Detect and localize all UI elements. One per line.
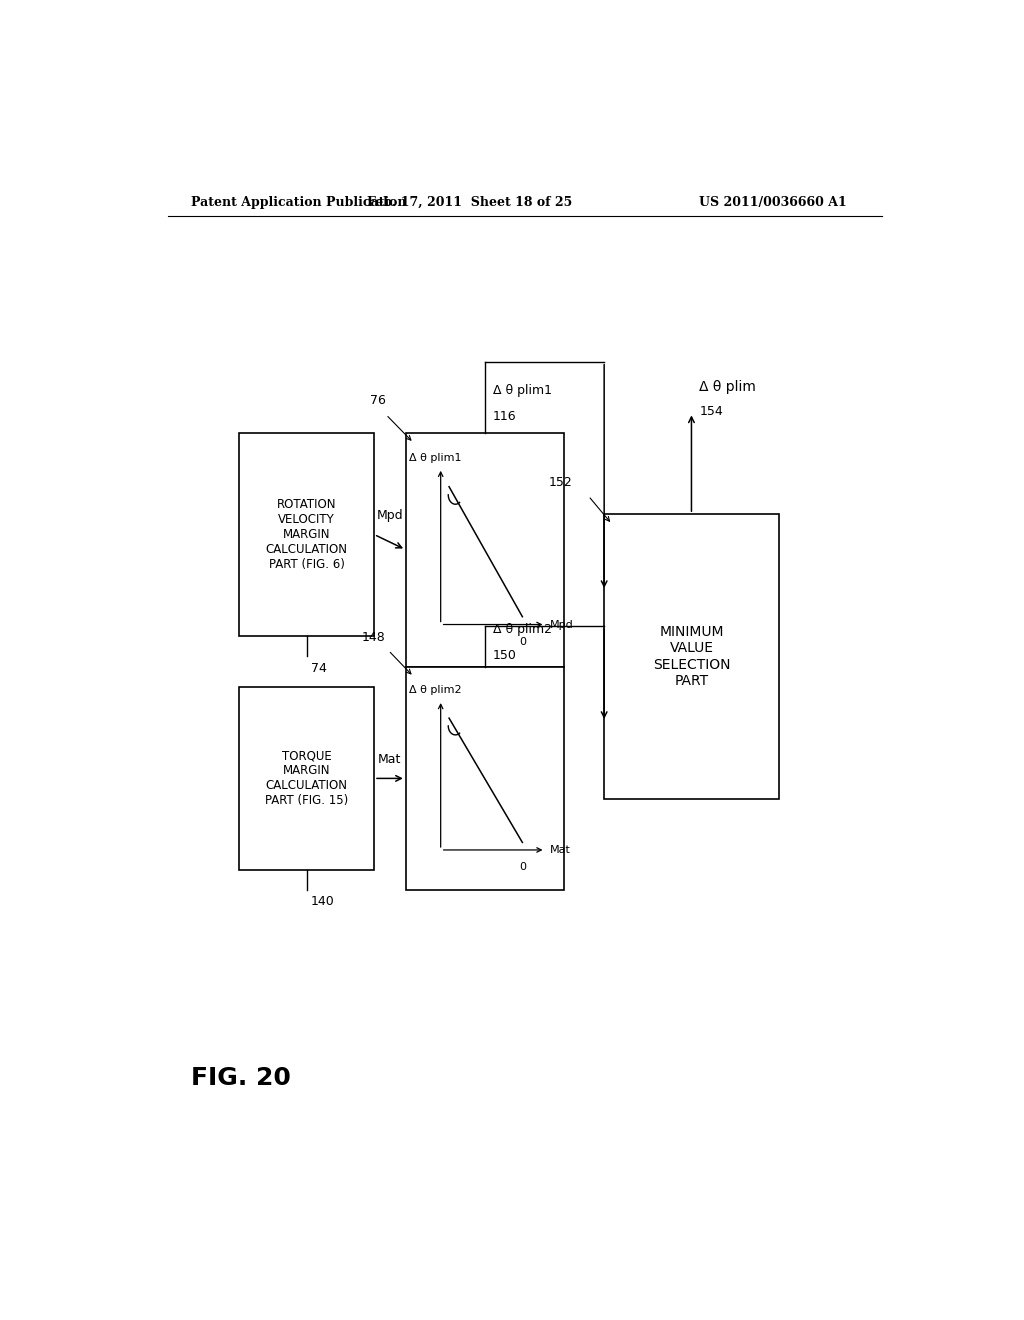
Bar [604,515,778,799]
Text: ROTATION
VELOCITY
MARGIN
CALCULATION
PART (FIG. 6): ROTATION VELOCITY MARGIN CALCULATION PAR… [265,498,347,572]
Text: Patent Application Publication: Patent Application Publication [191,195,407,209]
Text: US 2011/0036660 A1: US 2011/0036660 A1 [699,195,847,209]
Text: FIG. 20: FIG. 20 [191,1067,292,1090]
Text: Δ θ plim1: Δ θ plim1 [494,384,552,397]
Bar [406,433,564,667]
Text: MINIMUM
VALUE
SELECTION
PART: MINIMUM VALUE SELECTION PART [652,626,730,688]
Text: Mpd: Mpd [377,510,403,523]
Text: 76: 76 [370,395,386,408]
Bar [240,686,374,870]
Text: 152: 152 [549,475,572,488]
Text: 140: 140 [310,895,334,908]
Text: 74: 74 [310,661,327,675]
Bar [240,433,374,636]
Text: 0: 0 [519,636,526,647]
Text: 148: 148 [362,631,386,644]
Text: Mpd: Mpd [550,619,573,630]
Text: Mat: Mat [378,754,401,766]
Text: Δ θ plim1: Δ θ plim1 [409,453,462,463]
Bar [406,667,564,890]
Text: 150: 150 [494,648,517,661]
Text: Mat: Mat [550,845,570,855]
Text: Δ θ plim2: Δ θ plim2 [494,623,552,636]
Text: Δ θ plim2: Δ θ plim2 [409,685,462,696]
Text: Δ θ plim: Δ θ plim [699,380,757,395]
Text: 116: 116 [494,409,517,422]
Text: 154: 154 [699,405,723,417]
Text: Feb. 17, 2011  Sheet 18 of 25: Feb. 17, 2011 Sheet 18 of 25 [367,195,571,209]
Text: 0: 0 [519,862,526,873]
Text: TORQUE
MARGIN
CALCULATION
PART (FIG. 15): TORQUE MARGIN CALCULATION PART (FIG. 15) [265,750,348,808]
